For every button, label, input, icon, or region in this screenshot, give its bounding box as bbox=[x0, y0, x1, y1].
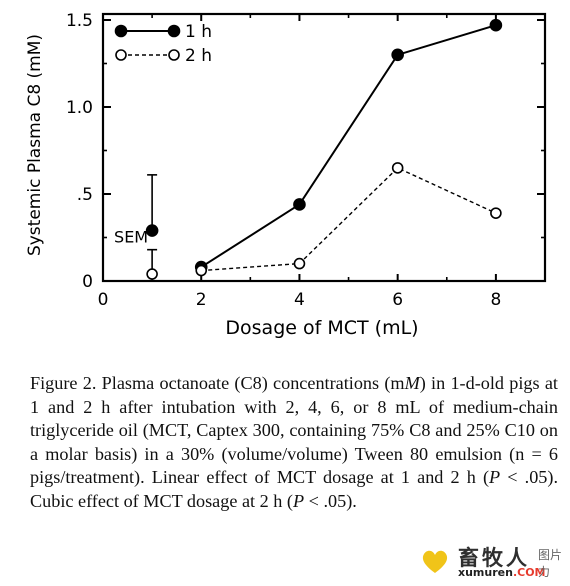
data-point-series-2 bbox=[391, 162, 404, 174]
legend-label-1: 1 h bbox=[185, 22, 212, 42]
data-point-series-1 bbox=[489, 18, 503, 32]
chart: 0 2 4 6 80.51.01.5 SEM 1 h2 h Dosage of MCT … bbox=[25, 11, 547, 339]
data-point-series-2 bbox=[293, 257, 306, 270]
watermark-chinese: 畜牧人 bbox=[458, 546, 530, 570]
legend-marker-1 bbox=[114, 24, 128, 38]
ticks: 0 2 4 6 8 0 .5 1.0 1.5 bbox=[66, 11, 545, 310]
x-tick-label: 4 bbox=[294, 290, 305, 310]
caption-text-2: ) in 1-d-old pigs at 1 and 2 h after int… bbox=[30, 373, 558, 488]
caption-figure-label: Figure 2. bbox=[30, 373, 97, 393]
data-points bbox=[194, 18, 503, 277]
series-line-1 bbox=[200, 24, 497, 268]
caption-text-1: Plasma octanoate (C8) concentrations (m bbox=[96, 373, 405, 393]
x-tick-label: 2 bbox=[196, 290, 207, 310]
heart-logo-icon bbox=[422, 550, 448, 573]
legend-label-2: 2 h bbox=[185, 46, 212, 66]
series-lines bbox=[200, 24, 497, 272]
y-tick-label: 0 bbox=[82, 272, 93, 292]
caption-p-2: P bbox=[292, 490, 305, 511]
legend-marker-2 bbox=[115, 49, 127, 61]
x-tick-label: 6 bbox=[392, 290, 403, 310]
watermark-side-text: 图片力 bbox=[538, 548, 563, 579]
legend: 1 h2 h bbox=[114, 22, 212, 66]
sem-label: SEM bbox=[114, 228, 148, 247]
x-axis-label: Dosage of MCT (mL) bbox=[225, 317, 418, 339]
series-line-2 bbox=[201, 167, 497, 272]
caption-p-1: P bbox=[489, 467, 501, 488]
legend-marker-1 bbox=[167, 24, 181, 38]
x-tick-label: 8 bbox=[490, 290, 501, 310]
axes bbox=[101, 12, 547, 283]
y-tick-label: 1.5 bbox=[66, 11, 93, 31]
caption-text-4: < .05). bbox=[304, 490, 357, 511]
data-point-series-2 bbox=[195, 264, 208, 277]
legend-marker-2 bbox=[168, 49, 180, 61]
watermark-site: xumuren.COM bbox=[458, 566, 546, 579]
caption-text-3: < .05). Cubic effect of MCT dosage at 2 … bbox=[30, 467, 558, 511]
sem-indicator: SEM bbox=[114, 174, 159, 280]
y-tick-label: 1.0 bbox=[66, 98, 93, 118]
sem-point-open bbox=[146, 268, 158, 280]
sem-point-filled bbox=[145, 224, 159, 237]
y-tick-label: .5 bbox=[77, 185, 93, 205]
watermark: 畜牧人 xumuren.COM 图片力 bbox=[418, 540, 568, 584]
y-axis-label: Systemic Plasma C8 (mM) bbox=[25, 34, 45, 256]
data-point-series-1 bbox=[293, 198, 306, 211]
x-tick-label: 0 bbox=[98, 290, 109, 310]
figure-caption: Figure 2. Plasma octanoate (C8) concentr… bbox=[30, 372, 558, 514]
data-point-series-1 bbox=[391, 48, 404, 62]
caption-unit: M bbox=[404, 373, 420, 393]
data-point-series-2 bbox=[490, 207, 502, 219]
plot-frame bbox=[101, 12, 547, 283]
